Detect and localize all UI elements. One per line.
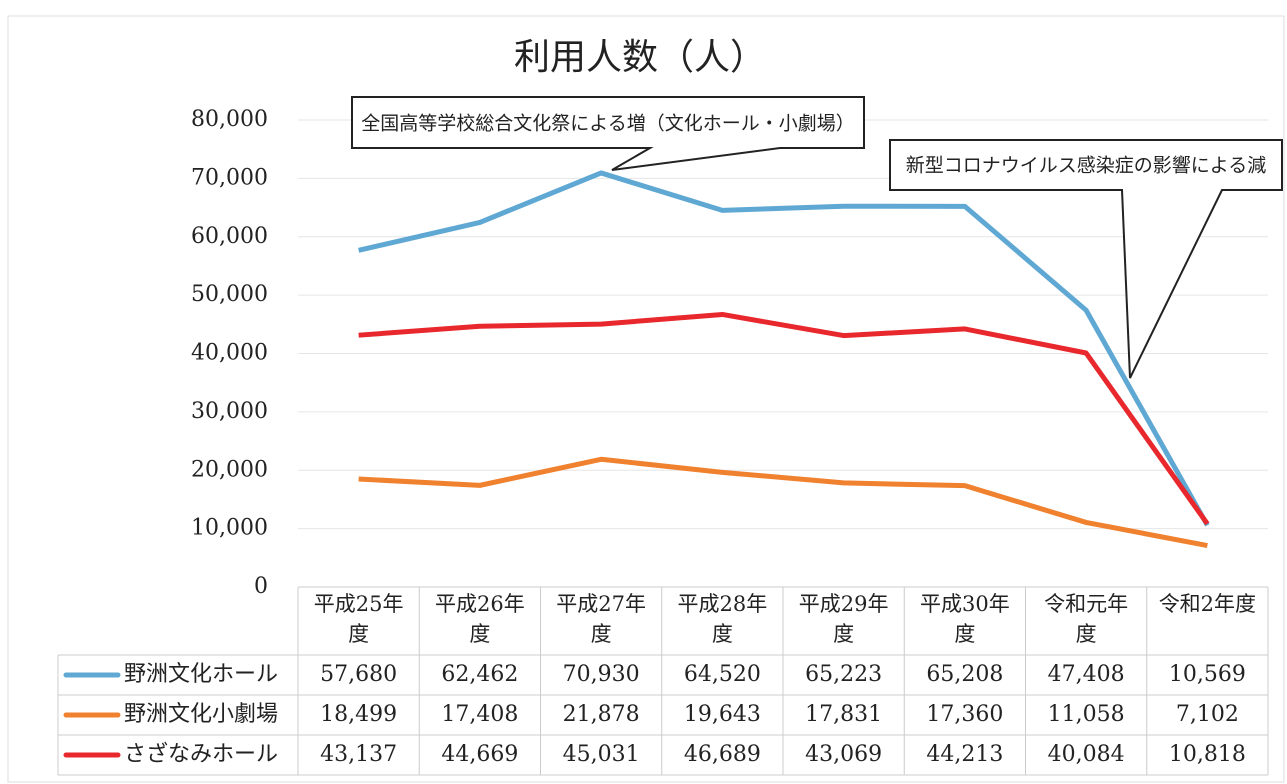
table-value: 11,058: [1048, 702, 1125, 727]
table-value: 18,499: [320, 702, 397, 727]
table-value: 45,031: [563, 742, 640, 767]
table-value: 10,569: [1169, 662, 1246, 687]
table-value: 70,930: [563, 662, 640, 687]
table-value: 10,818: [1169, 742, 1246, 767]
table-value: 17,408: [441, 702, 518, 727]
table-value: 62,462: [441, 662, 518, 687]
x-tick-label: 平成25年度: [313, 592, 404, 646]
x-tick-label: 平成29年度: [798, 592, 889, 646]
annotation-box: [351, 96, 865, 171]
table-value: 19,643: [684, 702, 761, 727]
table-value: 64,520: [684, 662, 761, 687]
annotation: 全国高等学校総合文化祭による増（文化ホール・小劇場）: [361, 113, 854, 135]
table-value: 65,223: [805, 662, 882, 687]
table-value: 44,213: [926, 742, 1003, 767]
x-tick-label: 令和元年度: [1044, 592, 1129, 646]
x-tick-label-box: 平成27年度: [556, 592, 646, 646]
y-tick-label: 70,000: [191, 165, 268, 190]
table-value: 57,680: [320, 662, 397, 687]
table-value: 21,878: [563, 702, 640, 727]
y-tick-label: 80,000: [191, 107, 268, 132]
table-value: 7,102: [1176, 702, 1239, 727]
y-tick-label: 10,000: [191, 516, 268, 541]
y-tick-label: 40,000: [191, 341, 268, 366]
annotation-box: [889, 139, 1283, 379]
y-tick-label: 60,000: [191, 224, 268, 249]
y-tick-label: 0: [254, 574, 268, 599]
x-tick-label-box: 平成30年度: [920, 592, 1010, 646]
table-value: 40,084: [1048, 742, 1125, 767]
x-tick-label-box: 平成28年度: [677, 592, 768, 646]
table-value: 46,689: [684, 742, 761, 767]
x-tick-label: 令和2年度: [1158, 592, 1257, 616]
series-line: [358, 170, 1210, 527]
table-value: 17,360: [926, 702, 1003, 727]
y-tick-label: 30,000: [191, 399, 268, 424]
series-line: [358, 311, 1210, 526]
table-value: 44,669: [441, 742, 518, 767]
x-tick-label-box: 令和元年度: [1044, 592, 1129, 646]
x-tick-label: 平成28年度: [677, 592, 768, 646]
x-tick-label-box: 令和2年度: [1158, 592, 1257, 616]
x-tick-label-box: 平成29年度: [798, 592, 889, 646]
x-tick-label-box: 平成26年度: [435, 592, 525, 646]
x-tick-label: 平成30年度: [920, 592, 1010, 646]
legend-label: さざなみホール: [124, 741, 278, 767]
table-value: 47,408: [1048, 662, 1125, 687]
y-tick-label: 50,000: [191, 282, 268, 307]
legend-label: 野洲文化ホール: [124, 662, 278, 687]
x-tick-label-box: 平成25年度: [313, 592, 404, 646]
table-value: 65,208: [926, 662, 1003, 687]
table-value: 17,831: [805, 702, 882, 727]
series-line: [358, 456, 1208, 548]
table-value: 43,137: [320, 742, 397, 767]
x-tick-label: 平成27年度: [556, 592, 646, 646]
legend-label: 野洲文化小劇場: [124, 702, 278, 727]
annotation: 新型コロナウイルス感染症の影響による減: [906, 155, 1266, 177]
chart-title: 利用人数（人）: [514, 37, 766, 78]
y-tick-label: 20,000: [191, 457, 268, 482]
table-value: 43,069: [805, 742, 882, 767]
x-tick-label: 平成26年度: [435, 592, 525, 646]
